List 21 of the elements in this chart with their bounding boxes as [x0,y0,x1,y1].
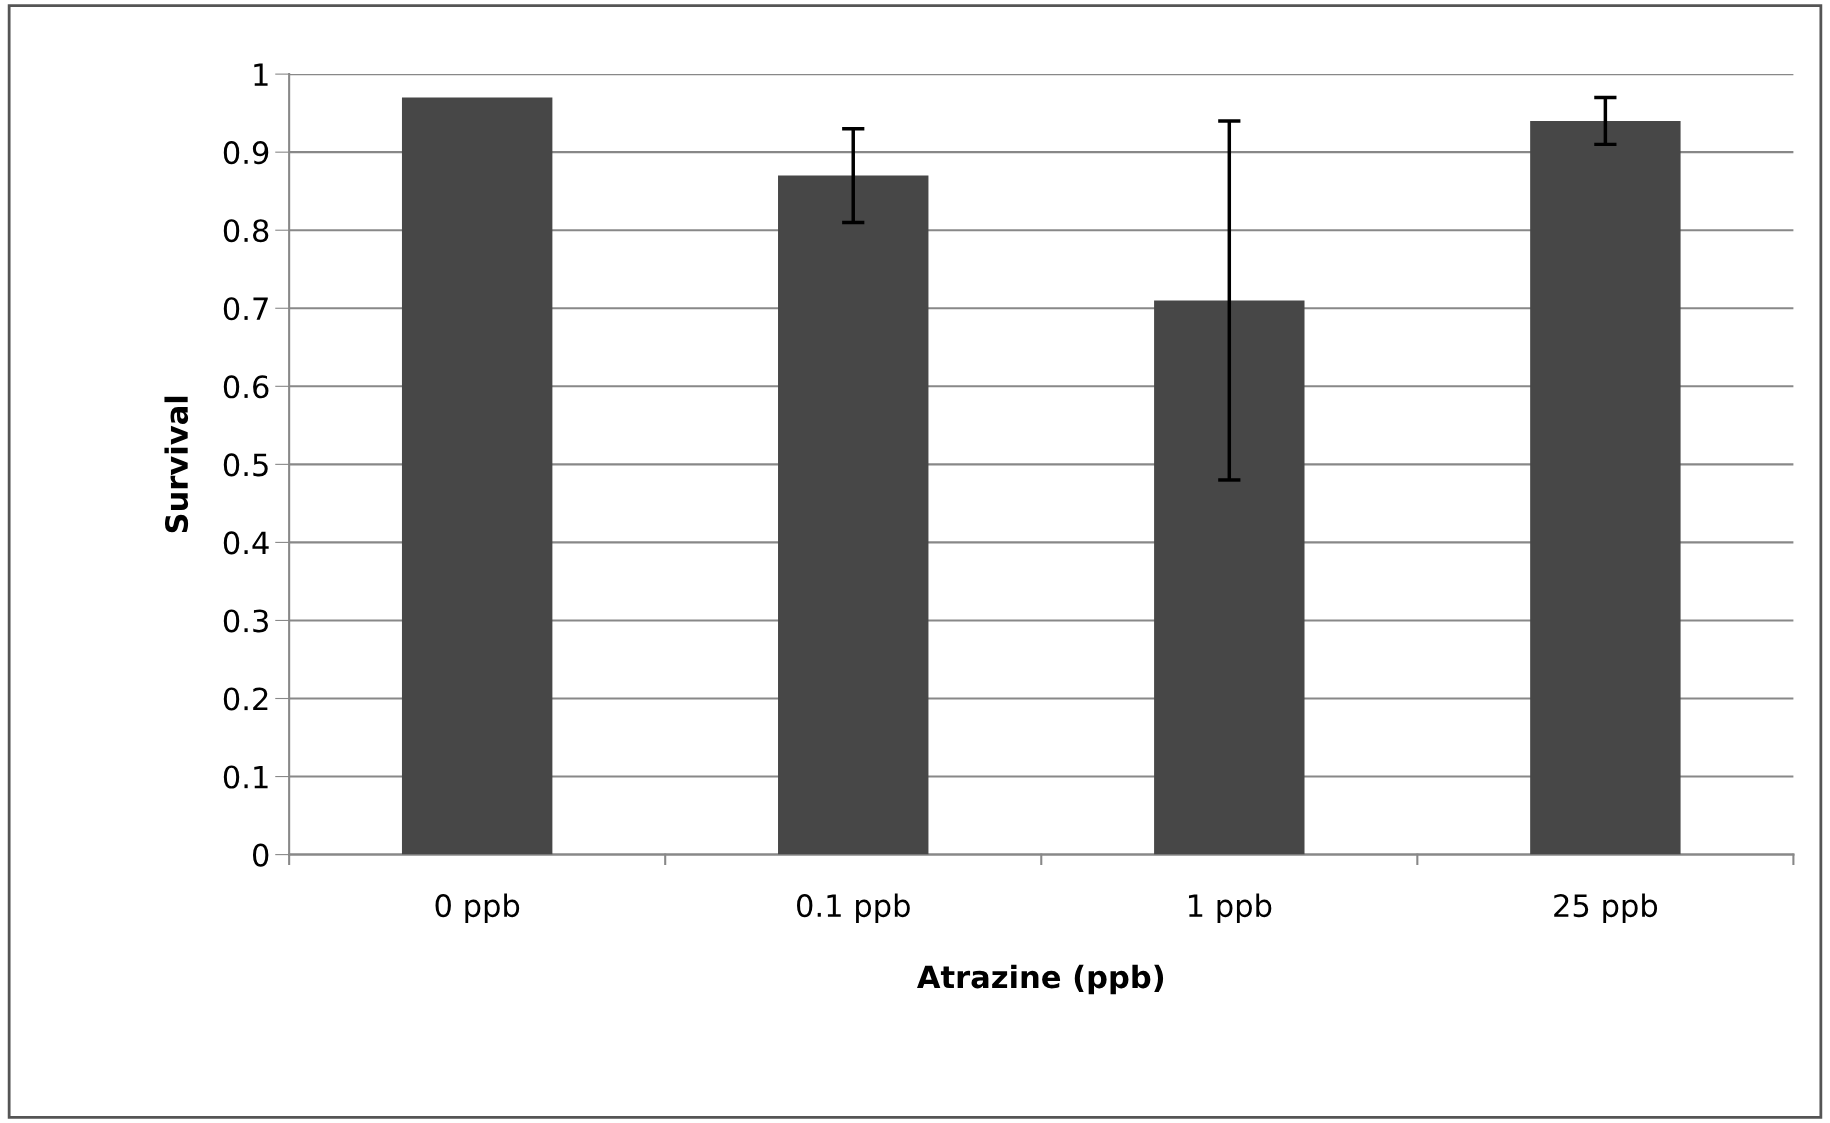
y-axis-title: Survival [164,396,189,533]
y-tick-label: 0 [252,843,269,867]
x-tick-label: 1 ppb [1188,893,1272,924]
y-tick-label: 0.6 [223,375,269,399]
x-tick-label: 0 ppb [435,893,520,924]
y-tick-label: 0.7 [223,297,268,321]
y-tick-label: 0.5 [223,453,268,477]
y-tick-label: 0.2 [223,687,268,711]
x-tick-label: 0.1 ppb [797,893,910,924]
x-tick-label: 25 ppb [1554,893,1658,924]
y-tick-label: 0.9 [223,141,269,165]
y-tick-label: 1 [254,63,268,86]
y-tick-label: 0.8 [223,219,269,243]
y-tick-label: 0.4 [223,531,269,555]
y-tick-label: 0.3 [223,609,268,633]
bar [1530,120,1681,855]
bar [1154,300,1305,855]
bar [401,97,553,855]
y-tick-label: 0.1 [223,765,268,789]
bar [778,175,929,855]
x-axis-title: Atrazine (ppb) [916,964,1164,995]
